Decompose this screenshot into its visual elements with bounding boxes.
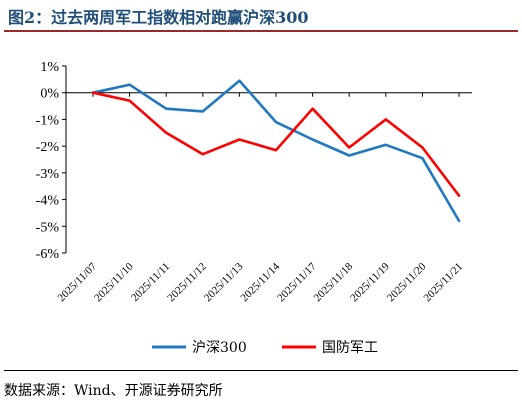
legend-label-1: 沪深300 xyxy=(192,340,247,356)
source-divider xyxy=(4,370,518,371)
source-note: 数据来源：Wind、开源证券研究所 xyxy=(4,383,223,399)
y-tick-label: 0% xyxy=(40,87,59,102)
y-tick-label: -4% xyxy=(36,194,60,209)
series-line-2 xyxy=(91,91,461,197)
title-bar: 图2：过去两周军工指数相对跑赢沪深300 xyxy=(0,0,522,30)
y-tick-label: -6% xyxy=(36,247,60,262)
y-tick-label: -5% xyxy=(36,220,60,235)
x-tick-label: 2025/11/10 xyxy=(92,260,136,304)
x-tick-label: 2025/11/21 xyxy=(421,261,465,305)
chart-area: 1% 0% -1% -2% -3% -4% -5% -6% 2025/11/07 2025/11… xyxy=(0,34,522,369)
series-line-1 xyxy=(91,79,461,223)
chart-title: 图2：过去两周军工指数相对跑赢沪深300 xyxy=(8,8,309,27)
y-tick-label: -1% xyxy=(36,113,60,128)
y-tick-label: -3% xyxy=(36,167,60,182)
y-tick-label: 1% xyxy=(40,60,59,75)
line-chart: 1% 0% -1% -2% -3% -4% -5% -6% 2025/11/072025/11… xyxy=(36,60,472,356)
y-axis: 1% 0% -1% -2% -3% -4% -5% -6% xyxy=(36,60,67,262)
legend: 沪深300 国防军工 xyxy=(152,340,378,356)
x-tick-label: 2025/11/12 xyxy=(165,261,209,305)
y-tick-label: -2% xyxy=(36,140,60,155)
title-divider xyxy=(4,30,518,32)
legend-label-2: 国防军工 xyxy=(322,340,378,356)
x-axis: 2025/11/072025/11/102025/11/112025/11/12… xyxy=(55,92,472,305)
series-lines xyxy=(91,79,461,223)
